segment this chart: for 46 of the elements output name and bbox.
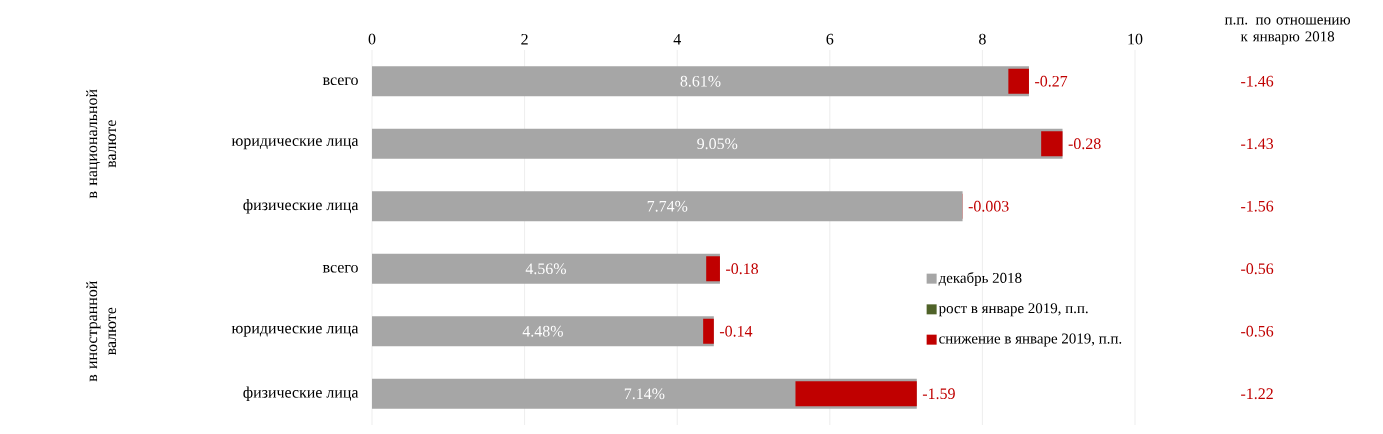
x-tick-label: 4: [673, 34, 681, 45]
data-label: -0.18: [726, 263, 759, 275]
y-tick-label: юридические лица: [231, 138, 359, 150]
data-label: -0.27: [1035, 75, 1068, 87]
text: -1.46: [1241, 75, 1274, 87]
legend-label: рост в январе 2019, п.п.: [938, 303, 1088, 317]
text: -0.56: [1241, 325, 1274, 337]
bar: [372, 191, 963, 222]
y-tick-label: физические лица: [243, 199, 359, 214]
x-tick-label: 6: [826, 33, 834, 45]
x-tick-label: 2: [521, 33, 528, 45]
x-tick-label: 10: [1128, 33, 1143, 45]
data-label: -0.003: [968, 200, 1009, 212]
text: п.п. по отношению к январю 2018: [1224, 17, 1351, 45]
y-tick-label: всего: [322, 264, 358, 273]
data-label: -0.28: [1068, 138, 1101, 150]
x-tick-label: 8: [979, 33, 986, 45]
data-label: -1.59: [922, 388, 955, 400]
text: -1.43: [1241, 138, 1274, 150]
legend-label: декабрь 2018: [938, 272, 1022, 286]
bar: [703, 318, 714, 344]
data-label: 9.05%: [697, 138, 738, 150]
data-label: 7.74%: [647, 200, 688, 212]
y-tick-label: физические лица: [243, 386, 359, 401]
bar: [372, 253, 720, 284]
text: в национальной валюте: [86, 89, 117, 199]
y-tick-label: всего: [322, 77, 358, 86]
data-label: 8.61%: [680, 75, 721, 87]
bar: [1008, 68, 1029, 94]
data-label: 7.14%: [624, 388, 665, 400]
bar: [1041, 131, 1063, 157]
bar: [795, 381, 917, 407]
bar: [372, 316, 714, 347]
data-label: -0.14: [719, 325, 753, 337]
bar: [706, 256, 720, 282]
y-tick-label: юридические лица: [231, 325, 359, 337]
x-tick-label: 0: [368, 33, 376, 45]
bar: [372, 66, 1029, 97]
text: в иностранной валюте: [86, 281, 117, 382]
text: -0.56: [1241, 263, 1274, 275]
text: -1.22: [1241, 388, 1273, 400]
data-label: 4.48%: [522, 325, 563, 337]
text: -1.56: [1241, 200, 1274, 212]
data-label: 4.56%: [525, 263, 567, 275]
legend-label: снижение в январе 2019, п.п.: [939, 333, 1122, 347]
bar: [372, 128, 1063, 159]
